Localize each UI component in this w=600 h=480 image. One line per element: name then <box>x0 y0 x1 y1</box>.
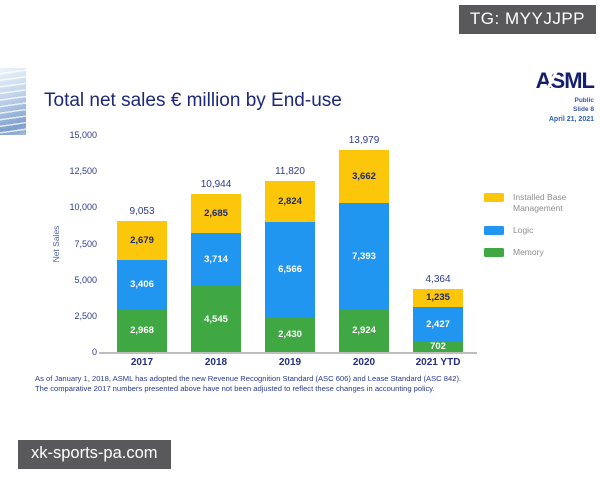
y-tick-label: 7,500 <box>74 238 97 249</box>
bar-column: 2,924 7,393 3,662 13,979 <box>339 135 389 352</box>
x-axis-label: 2021 YTD <box>415 357 461 368</box>
y-tick-label: 2,500 <box>74 310 97 321</box>
bar-segment-installed-base-management: 2,679 <box>117 221 167 260</box>
y-tick-label: 5,000 <box>74 274 97 285</box>
decorative-corner-image <box>0 68 26 135</box>
bar-segment-memory: 4,545 <box>191 286 241 352</box>
bar-total-label: 13,979 <box>348 134 380 146</box>
bar-segment-logic: 3,406 <box>117 259 167 310</box>
slide-date: April 21, 2021 <box>548 115 594 123</box>
bar-segment-logic: 2,427 <box>413 306 463 342</box>
legend-label: Memory <box>513 247 544 258</box>
bar-segment-memory: 2,924 <box>339 309 389 352</box>
y-tick-label: 0 <box>91 347 97 357</box>
slide-number: Slide 8 <box>573 106 594 114</box>
slide-classification: Public <box>574 97 594 104</box>
y-tick-label: 15,000 <box>69 130 97 140</box>
bar-total-label: 10,944 <box>200 178 232 190</box>
bar-segment-memory: 702 <box>413 341 463 352</box>
y-tick-label: 10,000 <box>69 202 97 213</box>
bar-segment-installed-base-management: 2,824 <box>265 181 315 222</box>
plot-area: 2,968 3,406 2,679 9,053 4,545 3,714 2,685 10,94… <box>105 135 475 352</box>
bar-column: 4,545 3,714 2,685 10,944 <box>191 179 241 352</box>
footnote-line-2: The comparative 2017 numbers presented a… <box>35 384 435 394</box>
legend-item: Logic <box>484 225 596 236</box>
bar-segment-logic: 3,714 <box>191 232 241 287</box>
legend-item: Installed Base Management <box>484 192 596 214</box>
bar-total-label: 9,053 <box>129 206 155 218</box>
bar-column: 702 2,427 1,235 4,364 <box>413 274 463 352</box>
tg-badge: TG: MYYJJPP <box>458 5 596 34</box>
x-axis-line <box>99 352 477 354</box>
bar-column: 2,968 3,406 2,679 9,053 <box>117 206 167 352</box>
legend-swatch <box>484 226 504 236</box>
bar-segment-logic: 7,393 <box>339 202 389 310</box>
page-title: Total net sales € million by End-use <box>44 90 342 111</box>
legend-item: Memory <box>484 247 596 258</box>
y-axis-ticks: 0 2,500 5,000 7,500 10,000 12,500 15,000 <box>55 130 97 357</box>
x-axis-label: 2020 <box>352 357 376 368</box>
footnote: As of January 1, 2018, ASML has adopted … <box>35 374 555 395</box>
legend-label: Logic <box>513 225 534 236</box>
bar-column: 2,430 6,566 2,824 11,820 <box>265 166 315 352</box>
x-axis-labels: 2017 2018 2019 2020 2021 YTD <box>105 357 475 371</box>
watermark: xk-sports-pa.com <box>18 440 171 469</box>
bar-segment-installed-base-management: 1,235 <box>413 288 463 307</box>
x-axis-label: 2017 <box>130 357 154 368</box>
y-tick-label: 12,500 <box>69 166 97 177</box>
bar-total-label: 11,820 <box>275 166 305 178</box>
legend-swatch <box>484 193 504 202</box>
asml-logo: ASML <box>535 68 595 93</box>
slide-meta: Public Slide 8 April 21, 2021 <box>536 96 594 125</box>
legend-label: Installed Base Management <box>513 192 567 214</box>
bar-segment-installed-base-management: 2,685 <box>191 193 241 233</box>
bar-total-label: 4,364 <box>425 273 451 285</box>
x-axis-label: 2019 <box>278 357 302 368</box>
asml-header-block: ASML Public Slide 8 April 21, 2021 <box>535 68 595 125</box>
bar-segment-installed-base-management: 3,662 <box>339 149 389 203</box>
x-axis-label: 2018 <box>204 357 228 368</box>
bar-segment-memory: 2,430 <box>265 316 315 352</box>
legend: Installed Base Management Logic Memory <box>484 192 596 269</box>
bar-segment-logic: 6,566 <box>265 221 315 317</box>
footnote-line-1: As of January 1, 2018, ASML has adopted … <box>35 374 462 383</box>
bar-segment-memory: 2,968 <box>117 309 167 352</box>
legend-swatch <box>484 248 504 258</box>
